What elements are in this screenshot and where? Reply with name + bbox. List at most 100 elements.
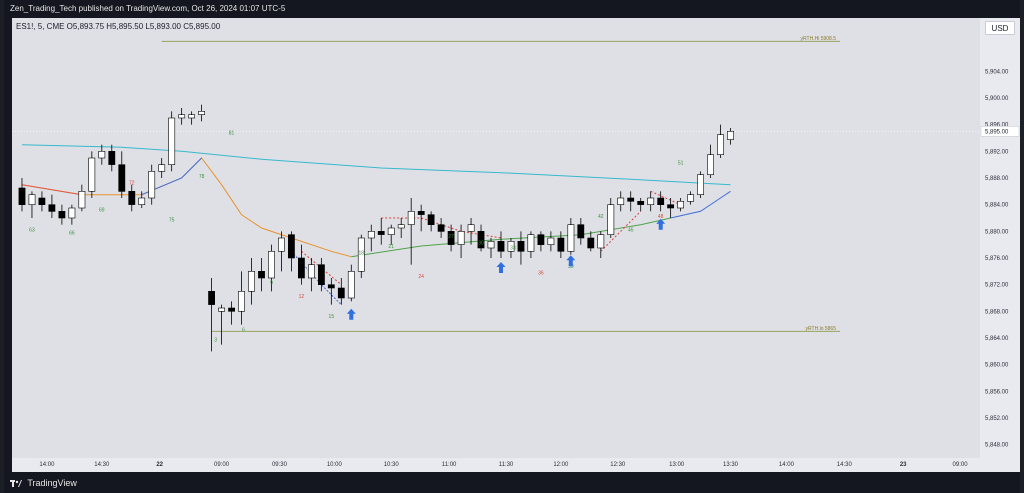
buy-arrow-icon [566, 255, 576, 267]
candle-body [108, 151, 116, 165]
candle-body [347, 270, 355, 299]
price-tick-label: 5,876.00 [985, 256, 1009, 262]
candle-body [597, 234, 605, 249]
candle-body [327, 284, 335, 289]
candle-body [297, 257, 305, 279]
price-tick-label: 5,900.00 [985, 96, 1009, 102]
time-tick-label: 12:00 [553, 462, 569, 468]
dashed-trendline [600, 210, 642, 252]
last-price-tag [980, 126, 1020, 137]
price-axis[interactable] [980, 18, 1020, 458]
chart-area[interactable] [12, 18, 980, 458]
time-tick-label: 14:00 [779, 462, 795, 468]
candle-body [687, 194, 694, 202]
bar-count-label: 81 [229, 131, 235, 137]
candle-body [447, 231, 455, 245]
bar-count-label: 30 [478, 241, 484, 247]
candle-body [268, 251, 275, 279]
bar-count-label: 51 [678, 161, 684, 167]
candle-body [287, 234, 295, 259]
price-tick-label: 5,848.00 [985, 443, 1009, 449]
bar-count-label: 33 [510, 245, 516, 251]
last-price-label: 5,895.00 [985, 129, 1009, 135]
bar-count-label: 69 [99, 207, 105, 213]
candle-body [437, 224, 445, 232]
candle-body [178, 114, 186, 119]
price-tick-label: 5,896.00 [985, 123, 1009, 129]
candle-body [218, 307, 225, 312]
candle-body [58, 211, 66, 219]
time-tick-label: 10:00 [327, 462, 343, 468]
candle-body [377, 231, 385, 235]
price-tick-label: 5,864.00 [985, 336, 1009, 342]
bar-count-label: 3 [214, 337, 217, 343]
price-tick-label: 5,872.00 [985, 283, 1009, 289]
candle-body [467, 224, 475, 232]
bar-count-label: 15 [329, 314, 335, 320]
candle-body [168, 117, 176, 166]
candle-body [387, 227, 395, 235]
candle-body [158, 164, 166, 172]
candle-body [577, 224, 585, 239]
ema-red-line [21, 184, 82, 196]
bar-count-label: 45 [628, 227, 634, 233]
candle-body [128, 191, 136, 205]
candle-body [507, 241, 515, 252]
price-tick-label: 5,868.00 [985, 309, 1009, 315]
bar-count-label: 36 [538, 271, 544, 277]
bar-count-label: 9 [270, 281, 273, 287]
candle-body [258, 270, 265, 279]
bar-count-label: 72 [129, 181, 135, 187]
time-tick-label: 09:30 [272, 462, 288, 468]
time-tick-label: 14:30 [837, 462, 853, 468]
candle-body [138, 197, 146, 205]
bar-count-label: 12 [299, 294, 305, 300]
time-tick-label: 12:30 [610, 462, 626, 468]
candle-body [337, 287, 345, 299]
candle-body [38, 197, 46, 205]
candle-body [238, 290, 245, 312]
ema-teal-line [21, 144, 731, 186]
price-tick-label: 5,884.00 [985, 203, 1009, 209]
time-tick-label: 09:00 [953, 462, 969, 468]
price-tick-label: 5,892.00 [985, 149, 1009, 155]
time-tick-label: 14:30 [94, 462, 110, 468]
candle-body [148, 171, 156, 199]
candle-body [647, 197, 655, 205]
candle-body [98, 151, 106, 159]
bar-count-label: 6 [242, 327, 245, 333]
candle-body [208, 290, 215, 305]
candle-body [667, 204, 674, 209]
candle-body [118, 164, 126, 192]
candle-body [607, 204, 615, 235]
candle-body [88, 157, 96, 192]
price-tick-label: 5,852.00 [985, 416, 1009, 422]
bar-count-label: 18 [358, 251, 364, 257]
currency-button[interactable]: USD [985, 21, 1015, 35]
candle-body [627, 197, 635, 202]
bar-count-label: 63 [29, 227, 35, 233]
candle-body [477, 231, 485, 249]
candle-body [18, 187, 26, 206]
time-axis[interactable] [12, 458, 1020, 472]
time-tick-label: 14:00 [39, 462, 55, 468]
time-tick-label: 13:30 [723, 462, 739, 468]
candle-body [457, 231, 465, 245]
footer-bar: TradingView [4, 474, 1020, 493]
bar-count-label: 24 [418, 274, 424, 280]
candle-body [517, 241, 525, 252]
window-frame: Zen_Trading_Tech published on TradingVie… [4, 0, 1020, 493]
bar-count-label: 42 [598, 214, 604, 220]
bar-count-label: 66 [69, 231, 75, 237]
candle-body [537, 234, 545, 245]
candle-body [527, 234, 535, 252]
candle-body [557, 237, 565, 252]
candle-body [677, 201, 684, 209]
candle-body [407, 211, 415, 225]
candle-body [307, 264, 315, 279]
candle-body [567, 224, 575, 252]
candle-body [248, 270, 255, 292]
time-tick-label: 09:00 [214, 462, 230, 468]
candle-body [277, 237, 285, 252]
